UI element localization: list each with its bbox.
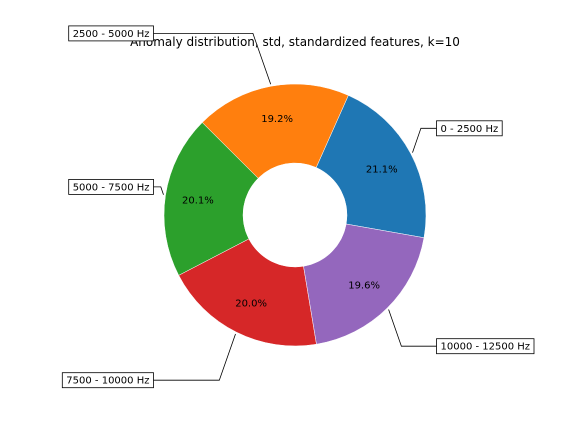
slice-5000-7500-hz <box>163 122 259 276</box>
category-label-box-0-2500-hz <box>436 120 503 137</box>
chart-title: Anomaly distribution, std, standardized … <box>130 35 460 49</box>
percent-label-10000-12500-hz: 19.6% <box>348 280 380 291</box>
category-label-2500-5000-hz: 2500 - 5000 Hz <box>73 29 150 40</box>
category-label-5000-7500-hz: 5000 - 7500 Hz <box>73 182 150 193</box>
percent-label-2500-5000-hz: 19.2% <box>261 114 293 125</box>
slice-0-2500-hz <box>315 95 427 239</box>
leader-line-5000-7500-hz <box>153 186 164 195</box>
category-label-box-10000-12500-hz <box>436 338 535 355</box>
slice-10000-12500-hz <box>303 223 425 345</box>
category-label-0-2500-hz: 0 - 2500 Hz <box>441 124 499 135</box>
percent-label-0-2500-hz: 21.1% <box>366 164 398 175</box>
category-label-box-2500-5000-hz <box>68 25 154 42</box>
category-labels-group: 0 - 2500 Hz 2500 - 5000 Hz 5000 - 7500 Hz 7… <box>61 25 535 389</box>
leader-line-0-2500-hz <box>412 127 437 153</box>
slice-7500-10000-hz <box>178 238 317 347</box>
category-label-7500-10000-hz: 7500 - 10000 Hz <box>66 376 149 387</box>
percent-labels-group: 21.1% 19.2% 20.1% 20.0% 19.6% <box>182 114 398 309</box>
leader-line-2500-5000-hz <box>153 33 272 85</box>
leader-lines-group <box>153 33 437 381</box>
slices-group <box>163 83 427 347</box>
slice-2500-5000-hz <box>201 83 349 179</box>
category-label-10000-12500-hz: 10000 - 12500 Hz <box>441 342 531 353</box>
category-label-box-5000-7500-hz <box>68 178 154 195</box>
category-label-box-7500-10000-hz <box>61 372 154 389</box>
percent-label-7500-10000-hz: 20.0% <box>235 298 267 309</box>
leader-line-7500-10000-hz <box>153 333 236 381</box>
leader-line-10000-12500-hz <box>388 309 437 347</box>
percent-label-5000-7500-hz: 20.1% <box>182 196 214 207</box>
